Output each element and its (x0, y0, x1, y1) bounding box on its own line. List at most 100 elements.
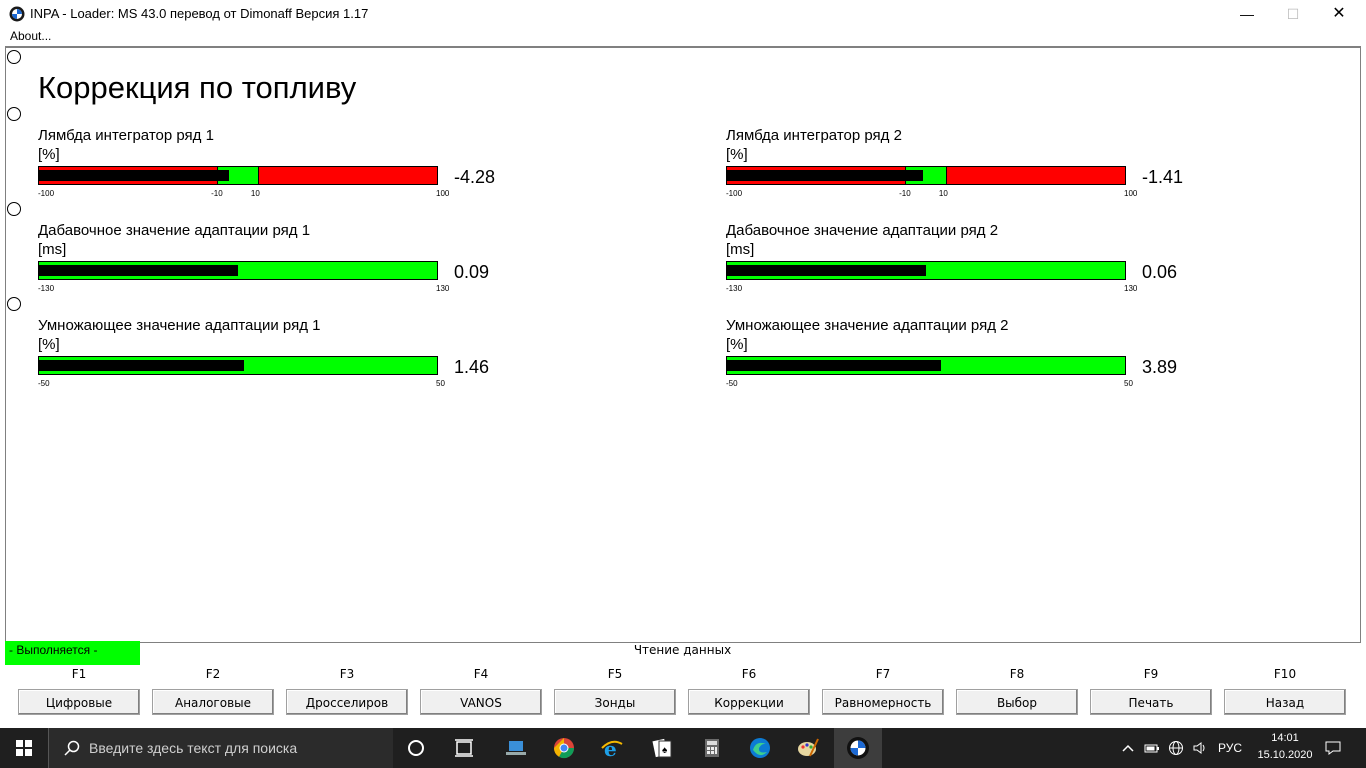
select-button[interactable]: Выбор (956, 689, 1078, 715)
gauge-label: Дабавочное значение адаптации ряд 2 (726, 222, 999, 239)
taskbar: Введите здесь текст для поиска e ♠ РУС 1… (0, 728, 1366, 768)
gauge-tick-label: 130 (436, 284, 450, 293)
gauge-level-bar (39, 360, 244, 371)
gauge-tick-label: -10 (899, 189, 911, 198)
probes-button[interactable]: Зонды (554, 689, 676, 715)
gauge-band-divider-right (945, 167, 947, 184)
gauge-value: 0.06 (1142, 262, 1178, 282)
gauge-red-zone-right (257, 167, 437, 184)
laptop-icon[interactable] (504, 736, 528, 760)
speaker-icon[interactable] (1192, 740, 1208, 756)
throttle-button[interactable]: Дросселиров (286, 689, 408, 715)
gauge-tick-label: -100 (38, 189, 55, 198)
gauge-tick-label: 10 (938, 189, 948, 198)
minimize-button[interactable]: — (1240, 6, 1254, 22)
fkey-label-f10: F10 (1273, 667, 1297, 681)
gauge-unit: [ms] (726, 241, 755, 258)
side-radio-2[interactable] (7, 107, 21, 121)
gauge-unit: [%] (38, 336, 60, 353)
gauge-multiplicative-adaptation-bank-2: Умножающее значение адаптации ряд 2 [%] … (726, 317, 1246, 407)
chevron-up-icon[interactable] (1120, 740, 1136, 756)
gauge-unit: [ms] (38, 241, 67, 258)
svg-text:♠: ♠ (662, 745, 668, 756)
menu-about[interactable]: About... (10, 29, 52, 43)
gauge-bar (38, 166, 438, 185)
gauge-level-bar (727, 170, 924, 181)
maximize-button[interactable]: ☐ (1286, 6, 1300, 22)
paint-icon[interactable] (796, 736, 820, 760)
gauge-value: -1.41 (1142, 167, 1184, 187)
gauge-level-bar (39, 170, 230, 181)
gauge-unit: [%] (38, 146, 60, 163)
gauge-tick-label: 130 (1124, 284, 1138, 293)
gauge-lambda-integrator-bank-2: Лямбда интегратор ряд 2 [%] -1.41 -100 -… (726, 127, 1246, 217)
clock-time[interactable]: 14:01 (1271, 732, 1299, 744)
gauge-red-zone-right (945, 167, 1125, 184)
edge-icon[interactable] (748, 736, 772, 760)
search-input[interactable]: Введите здесь текст для поиска (89, 740, 298, 756)
task-view-icon[interactable] (452, 736, 476, 760)
gauge-value: -4.28 (454, 167, 496, 187)
vanos-button[interactable]: VANOS (420, 689, 542, 715)
fkey-label-f5: F5 (607, 667, 623, 681)
gauge-tick-label: -10 (211, 189, 223, 198)
window-title: INPA - Loader: MS 43.0 перевод от Dimona… (30, 6, 369, 21)
clock-date[interactable]: 15.10.2020 (1257, 749, 1313, 761)
svg-text:e: e (604, 737, 617, 760)
fkey-label-f3: F3 (339, 667, 355, 681)
smoothness-button[interactable]: Равномерность (822, 689, 944, 715)
fkey-label-f4: F4 (473, 667, 489, 681)
gauge-tick-label: 10 (250, 189, 260, 198)
calculator-icon[interactable] (700, 736, 724, 760)
gauge-additive-adaptation-bank-2: Дабавочное значение адаптации ряд 2 [ms]… (726, 222, 1246, 312)
battery-icon[interactable] (1144, 740, 1160, 756)
menu-bar: About... (5, 28, 1361, 47)
gauge-tick-label: 50 (436, 379, 445, 388)
cortana-icon[interactable] (404, 736, 428, 760)
input-language[interactable]: РУС (1218, 741, 1243, 755)
gauge-unit: [%] (726, 146, 748, 163)
gauge-value: 1.46 (454, 357, 490, 377)
close-button[interactable]: ✕ (1332, 5, 1346, 22)
fkey-label-f9: F9 (1143, 667, 1159, 681)
solitaire-icon[interactable]: ♠ (650, 736, 674, 760)
gauge-label: Лямбда интегратор ряд 2 (726, 127, 902, 144)
status-running-badge: - Выполняется - (5, 641, 140, 665)
gauge-tick-label: 100 (436, 189, 450, 198)
notification-icon[interactable] (1325, 740, 1341, 756)
fkey-label-f2: F2 (205, 667, 221, 681)
gauge-tick-label: -50 (38, 379, 50, 388)
gauge-unit: [%] (726, 336, 748, 353)
side-radio-3[interactable] (7, 202, 21, 216)
gauge-bar (726, 356, 1126, 375)
gauge-bar (38, 356, 438, 375)
digital-button[interactable]: Цифровые (18, 689, 140, 715)
windows-start-icon[interactable] (0, 728, 48, 768)
page-title: Коррекция по топливу (38, 70, 357, 105)
gauge-tick-label: -100 (726, 189, 743, 198)
gauge-tick-label: 50 (1124, 379, 1133, 388)
gauge-value: 3.89 (1142, 357, 1178, 377)
taskbar-search-box[interactable]: Введите здесь текст для поиска (48, 728, 393, 768)
gauge-label: Умножающее значение адаптации ряд 2 (726, 317, 1009, 334)
gauge-tick-label: -50 (726, 379, 738, 388)
internet-explorer-icon[interactable]: e (600, 736, 624, 760)
globe-network-icon[interactable] (1168, 740, 1184, 756)
analog-button[interactable]: Аналоговые (152, 689, 274, 715)
corrections-button[interactable]: Коррекции (688, 689, 810, 715)
print-button[interactable]: Печать (1090, 689, 1212, 715)
back-button[interactable]: Назад (1224, 689, 1346, 715)
side-radio-1[interactable] (7, 50, 21, 64)
gauge-bar (726, 261, 1126, 280)
status-row: - Выполняется - Чтение данных (5, 641, 1361, 665)
main-panel: Коррекция по топливу Лямбда интегратор р… (5, 46, 1361, 643)
side-radio-4[interactable] (7, 297, 21, 311)
gauge-level-bar (727, 265, 927, 276)
gauge-multiplicative-adaptation-bank-1: Умножающее значение адаптации ряд 1 [%] … (38, 317, 558, 407)
chrome-icon[interactable] (552, 736, 576, 760)
fkey-label-f6: F6 (741, 667, 757, 681)
gauge-tick-label: -130 (726, 284, 743, 293)
gauge-tick-label: -130 (38, 284, 55, 293)
bmw-inpa-icon[interactable] (846, 736, 870, 760)
bmw-logo-icon (9, 6, 25, 22)
